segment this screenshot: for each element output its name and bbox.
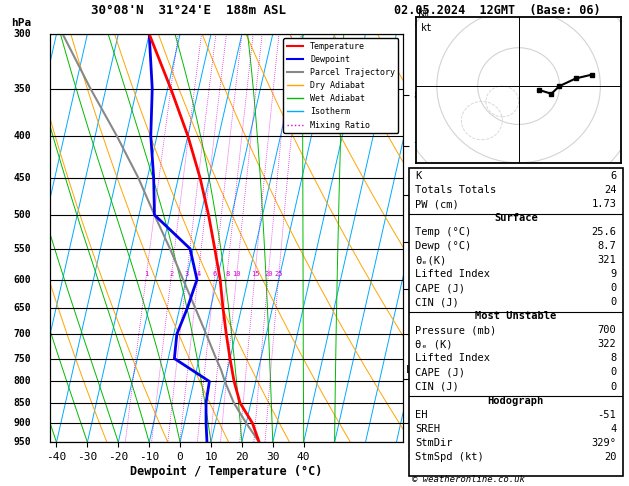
Text: CAPE (J): CAPE (J) bbox=[415, 367, 465, 378]
Text: km
ASL: km ASL bbox=[415, 8, 433, 28]
Text: 10: 10 bbox=[233, 271, 241, 277]
Text: Surface: Surface bbox=[494, 213, 538, 223]
Text: StmSpd (kt): StmSpd (kt) bbox=[415, 451, 484, 462]
Text: 6: 6 bbox=[610, 171, 616, 181]
Text: 20: 20 bbox=[264, 271, 272, 277]
Text: 15: 15 bbox=[251, 271, 259, 277]
Text: 322: 322 bbox=[598, 339, 616, 349]
Text: Most Unstable: Most Unstable bbox=[475, 312, 557, 321]
Text: Dewp (°C): Dewp (°C) bbox=[415, 241, 472, 251]
Text: 9: 9 bbox=[610, 269, 616, 279]
Text: Pressure (mb): Pressure (mb) bbox=[415, 326, 496, 335]
Text: SREH: SREH bbox=[415, 424, 440, 434]
Text: 900: 900 bbox=[13, 418, 31, 428]
Text: 321: 321 bbox=[598, 255, 616, 265]
Text: 0: 0 bbox=[610, 367, 616, 378]
Text: EH: EH bbox=[415, 410, 428, 419]
Text: 700: 700 bbox=[13, 329, 31, 339]
Text: 700: 700 bbox=[598, 326, 616, 335]
Text: 3: 3 bbox=[185, 271, 189, 277]
Y-axis label: Mixing Ratio (g/kg): Mixing Ratio (g/kg) bbox=[423, 182, 433, 294]
Text: 950: 950 bbox=[13, 437, 31, 447]
Text: Lifted Index: Lifted Index bbox=[415, 269, 490, 279]
Text: CIN (J): CIN (J) bbox=[415, 382, 459, 392]
Text: 25.6: 25.6 bbox=[591, 227, 616, 237]
Text: 25: 25 bbox=[275, 271, 283, 277]
Text: 8.7: 8.7 bbox=[598, 241, 616, 251]
Text: hPa: hPa bbox=[11, 18, 31, 28]
Text: StmDir: StmDir bbox=[415, 437, 453, 448]
Text: PW (cm): PW (cm) bbox=[415, 199, 459, 209]
Text: 0: 0 bbox=[610, 283, 616, 294]
Text: -51: -51 bbox=[598, 410, 616, 419]
Text: 300: 300 bbox=[13, 29, 31, 39]
Text: 8: 8 bbox=[610, 353, 616, 364]
Text: 600: 600 bbox=[13, 275, 31, 284]
Text: 30°08'N  31°24'E  188m ASL: 30°08'N 31°24'E 188m ASL bbox=[91, 4, 286, 17]
Text: 4: 4 bbox=[196, 271, 201, 277]
Text: 4: 4 bbox=[610, 424, 616, 434]
Text: 6: 6 bbox=[213, 271, 217, 277]
Text: 02.05.2024  12GMT  (Base: 06): 02.05.2024 12GMT (Base: 06) bbox=[394, 4, 600, 17]
Text: 450: 450 bbox=[13, 173, 31, 183]
Text: kt: kt bbox=[421, 23, 432, 33]
Text: CIN (J): CIN (J) bbox=[415, 297, 459, 307]
Text: Hodograph: Hodograph bbox=[487, 396, 544, 405]
Text: Temp (°C): Temp (°C) bbox=[415, 227, 472, 237]
Text: Lifted Index: Lifted Index bbox=[415, 353, 490, 364]
Text: 750: 750 bbox=[13, 353, 31, 364]
Text: 0: 0 bbox=[610, 297, 616, 307]
Text: θₑ(K): θₑ(K) bbox=[415, 255, 447, 265]
Legend: Temperature, Dewpoint, Parcel Trajectory, Dry Adiabat, Wet Adiabat, Isotherm, Mi: Temperature, Dewpoint, Parcel Trajectory… bbox=[284, 38, 398, 133]
Text: 400: 400 bbox=[13, 131, 31, 141]
Text: θₑ (K): θₑ (K) bbox=[415, 339, 453, 349]
Text: CAPE (J): CAPE (J) bbox=[415, 283, 465, 294]
Text: © weatheronline.co.uk: © weatheronline.co.uk bbox=[412, 475, 525, 484]
Text: Totals Totals: Totals Totals bbox=[415, 185, 496, 195]
Text: 0: 0 bbox=[610, 382, 616, 392]
X-axis label: Dewpoint / Temperature (°C): Dewpoint / Temperature (°C) bbox=[130, 465, 323, 478]
Text: 850: 850 bbox=[13, 398, 31, 408]
Text: 1.73: 1.73 bbox=[591, 199, 616, 209]
Text: 24: 24 bbox=[604, 185, 616, 195]
Text: 350: 350 bbox=[13, 84, 31, 94]
Text: 329°: 329° bbox=[591, 437, 616, 448]
Text: 2: 2 bbox=[169, 271, 174, 277]
Text: 500: 500 bbox=[13, 210, 31, 220]
Text: 800: 800 bbox=[13, 376, 31, 386]
Text: 550: 550 bbox=[13, 243, 31, 254]
Text: 650: 650 bbox=[13, 303, 31, 313]
Text: LCL: LCL bbox=[406, 365, 424, 375]
Text: 8: 8 bbox=[225, 271, 230, 277]
Text: K: K bbox=[415, 171, 421, 181]
Text: 1: 1 bbox=[145, 271, 148, 277]
Text: 20: 20 bbox=[604, 451, 616, 462]
